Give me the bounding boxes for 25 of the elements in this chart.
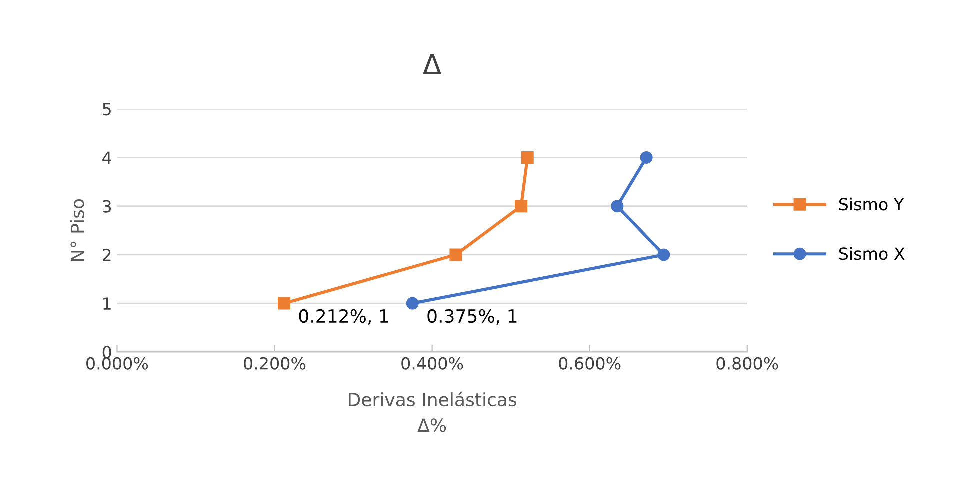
point [658,248,670,262]
x-tick-label: 0.800% [716,357,778,370]
x-tick-label: 0.600% [559,357,621,370]
chart-title: Δ [423,54,442,74]
annotation: 0.212%, 1 [299,309,388,325]
y-tick-label: 5 [103,103,111,116]
point [611,200,624,213]
point [278,297,290,310]
annotation: 0.375%, 1 [428,309,517,325]
x-axis-title: Derivas Inelásticas Δ% [348,392,517,432]
point [640,151,653,164]
point [450,248,462,262]
y-tick-label: 2 [102,248,111,262]
point [515,200,528,213]
x-tick-label: 0.200% [244,357,306,370]
y-tick-label: 4 [102,152,112,164]
x-tick-label: 0.400% [402,357,464,370]
y-tick-label: 1 [104,298,111,310]
point [521,151,534,164]
x-tick-label: 0.000% [86,357,148,370]
y-axis-title: N° Piso [70,200,84,261]
legend-label: Sismo X [839,247,905,260]
legend-label: Sismo Y [839,198,904,211]
y-tick-label: 3 [103,200,112,213]
point [406,297,419,310]
